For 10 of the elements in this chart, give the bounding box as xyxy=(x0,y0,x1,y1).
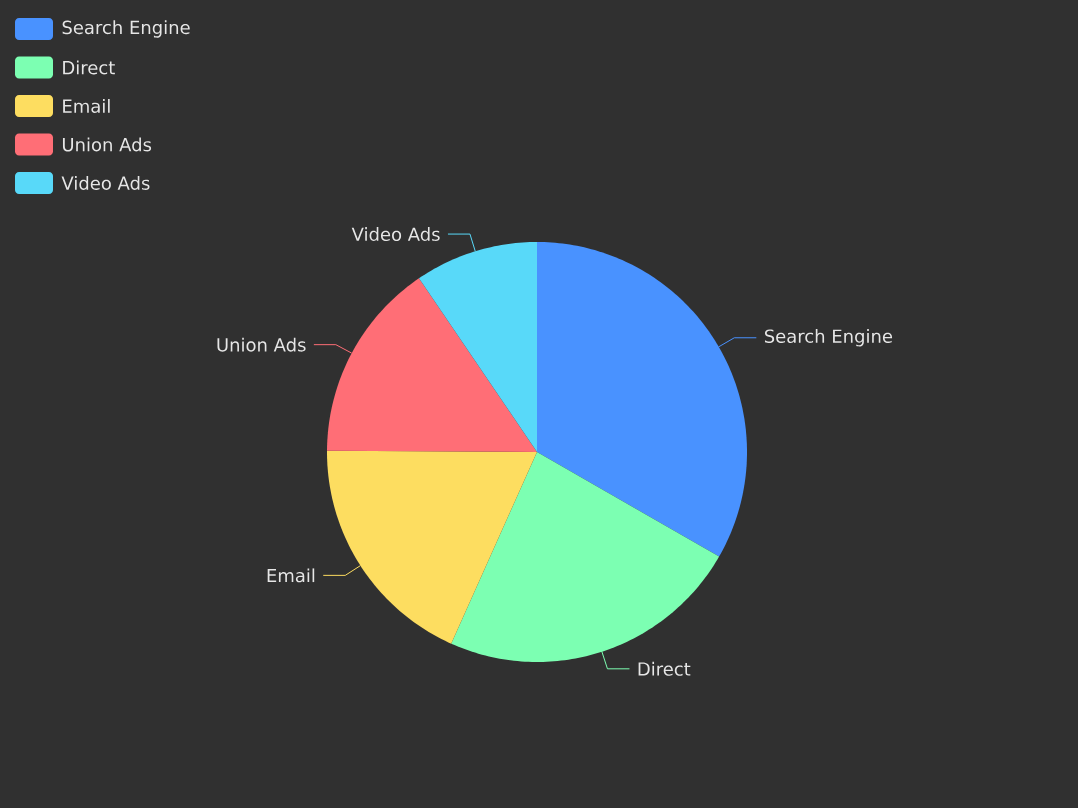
slice-label: Union Ads xyxy=(217,337,306,352)
legend-label: Email xyxy=(63,99,110,113)
slice-label: Video Ads xyxy=(351,227,440,242)
legend-label: Union Ads xyxy=(62,137,152,152)
legend-label: Direct xyxy=(63,60,115,75)
legend-label: Video Ads xyxy=(61,176,150,190)
legend-label: Search Engine xyxy=(62,20,190,38)
slice-label: Search Engine xyxy=(764,329,893,347)
slice-label: Email xyxy=(267,568,315,583)
slice-label: Direct xyxy=(638,661,691,676)
